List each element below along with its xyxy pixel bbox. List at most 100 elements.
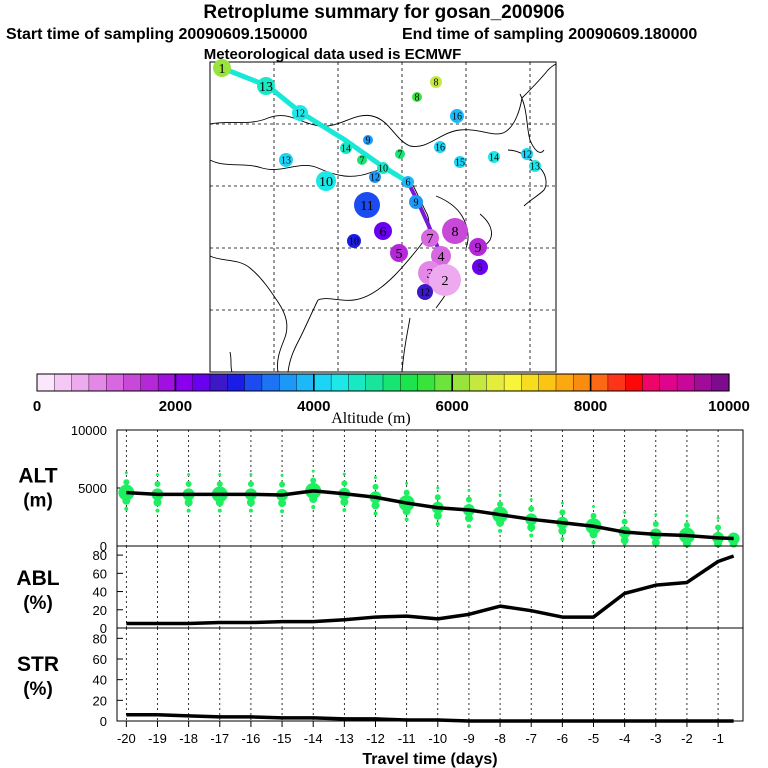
alt-plume-point — [218, 473, 222, 477]
colorbar-swatch — [694, 373, 713, 392]
map-plume-label: 5 — [478, 263, 483, 274]
x-tick-label: -10 — [428, 731, 447, 746]
map-plume-label: 13 — [281, 156, 291, 167]
alt-plume-point — [559, 509, 566, 516]
alt-plume-point — [405, 481, 409, 485]
colorbar-swatch — [123, 373, 142, 392]
colorbar-swatch — [36, 373, 55, 392]
x-axis-label: Travel time (days) — [362, 751, 497, 768]
series-line — [126, 489, 734, 541]
colorbar-swatch — [434, 373, 453, 392]
y-tick-label: 40 — [93, 585, 107, 600]
map-plume-label: 13 — [530, 162, 540, 173]
alt-plume-point — [217, 508, 222, 513]
panel-str: STR (%) 0 20 40 60 80 — [17, 627, 744, 729]
map-plume-label: 9 — [475, 241, 482, 256]
panel-frame — [116, 627, 744, 722]
alt-plume-point — [652, 520, 659, 527]
panel-ylabel: STR — [17, 653, 59, 676]
colorbar-swatch — [382, 373, 401, 392]
map-plume-marker — [521, 148, 533, 160]
colorbar-swatch — [227, 373, 246, 392]
y-tick-label: 80 — [93, 548, 107, 563]
map-plume-marker — [390, 244, 408, 262]
colorbar-swatch — [365, 373, 384, 392]
alt-plume-point — [371, 501, 380, 510]
colorbar-swatch — [209, 373, 228, 392]
alt-plume-point — [311, 469, 315, 473]
map-plume-marker — [429, 264, 461, 296]
colorbar-swatch — [676, 373, 695, 392]
colorbar-swatch — [348, 373, 367, 392]
x-axis: -20 -19 -18 -17 -16 -15 -14 -13 -12 -11 -10 -9 -8 -7 -… — [117, 721, 724, 768]
alt-plume-point — [434, 494, 441, 501]
alt-plume-point — [309, 495, 318, 504]
map-plume-label: 10 — [378, 164, 388, 175]
map-plume-marker — [369, 171, 381, 183]
alt-plume-point — [280, 473, 284, 477]
y-tick-label: 60 — [93, 566, 107, 581]
alt-plume-point — [155, 473, 159, 477]
colorbar-swatch — [330, 373, 350, 392]
alt-plume-point — [249, 473, 253, 477]
alt-plume-point — [124, 506, 129, 511]
panel-frame — [116, 429, 744, 547]
colorbar-swatches — [36, 373, 730, 392]
colorbar-swatch — [573, 373, 592, 392]
map-plume-marker — [434, 141, 446, 153]
map-plume-marker — [374, 222, 392, 240]
alt-plume-point — [184, 498, 193, 507]
alt-plume-point — [154, 480, 161, 487]
map-plume-marker — [417, 284, 433, 300]
x-tick-label: -20 — [117, 731, 136, 746]
map-plume-marker — [472, 259, 488, 275]
map-plume-marker — [431, 246, 451, 266]
alt-plume-point — [186, 508, 191, 513]
x-tick-label: -6 — [557, 731, 569, 746]
alt-plume-point — [498, 528, 503, 533]
alt-plume-point — [589, 530, 598, 539]
map-plume-label: 11 — [360, 199, 373, 214]
y-tick-label: 0 — [100, 539, 107, 554]
map-plume-label: 13 — [259, 80, 273, 95]
alt-plume-point — [373, 476, 377, 480]
y-tick-label: 80 — [93, 631, 107, 646]
y-tick-label: 0 — [100, 621, 107, 636]
alt-plume-point — [216, 480, 223, 487]
alt-plume-point — [558, 526, 567, 535]
map-plume-marker — [377, 162, 389, 174]
alt-plume-point — [465, 496, 472, 503]
alt-plume-point — [342, 508, 347, 513]
colorbar-swatch — [538, 373, 557, 392]
map-plume-label: 12 — [420, 288, 430, 299]
colorbar-swatch — [296, 373, 315, 392]
map-plume-label: 8 — [415, 93, 420, 104]
time-series-panels: ALT (m) 0 5000 10000 ABL (%) 0 20 40 60 80 STR (%) 0 20… — [16, 423, 744, 768]
y-tick-label: 40 — [93, 673, 107, 688]
map-plume-label: 9 — [366, 136, 371, 147]
x-tick-label: -13 — [335, 731, 354, 746]
colorbar-swatch — [590, 373, 609, 392]
map-plume-label: 5 — [396, 247, 403, 262]
map-plume-label: 7 — [360, 156, 365, 167]
colorbar-swatch — [400, 373, 419, 392]
colorbar-tick-label: 0 — [33, 398, 41, 415]
map-plume-marker — [412, 92, 422, 102]
map-plume-label: 7 — [427, 232, 434, 247]
alt-plume-point — [435, 521, 440, 526]
map-plume-marker — [402, 176, 414, 188]
series-line — [126, 554, 735, 626]
x-tick-label: -5 — [588, 731, 600, 746]
alt-plume-point — [185, 480, 192, 487]
map-plume-marker — [257, 77, 275, 95]
alt-plume-point — [716, 516, 720, 520]
alt-plume-point — [466, 524, 471, 529]
colorbar-swatch — [503, 373, 523, 392]
map-plume-label: 7 — [398, 150, 403, 161]
colorbar-swatch — [642, 373, 661, 392]
panel-ylabel: ALT — [18, 464, 57, 487]
alt-plume-point — [311, 505, 316, 510]
map-plume-label: 12 — [370, 173, 380, 184]
colorbar-swatch — [607, 373, 626, 392]
